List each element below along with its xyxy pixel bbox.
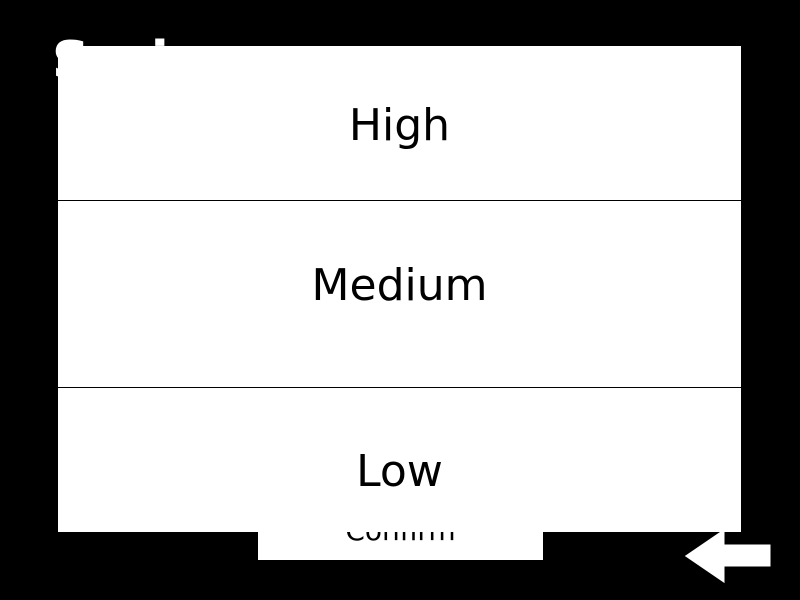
option-high[interactable]: High xyxy=(58,46,741,201)
option-medium[interactable]: Medium xyxy=(58,201,741,388)
back-button[interactable] xyxy=(682,527,774,585)
options-dropdown: High Medium Low xyxy=(58,46,741,532)
back-arrow-icon xyxy=(683,527,772,585)
option-medium-label: Medium xyxy=(311,260,488,311)
option-low-label: Low xyxy=(356,446,443,497)
option-high-label: High xyxy=(348,100,451,151)
option-low[interactable]: Low xyxy=(58,388,741,532)
